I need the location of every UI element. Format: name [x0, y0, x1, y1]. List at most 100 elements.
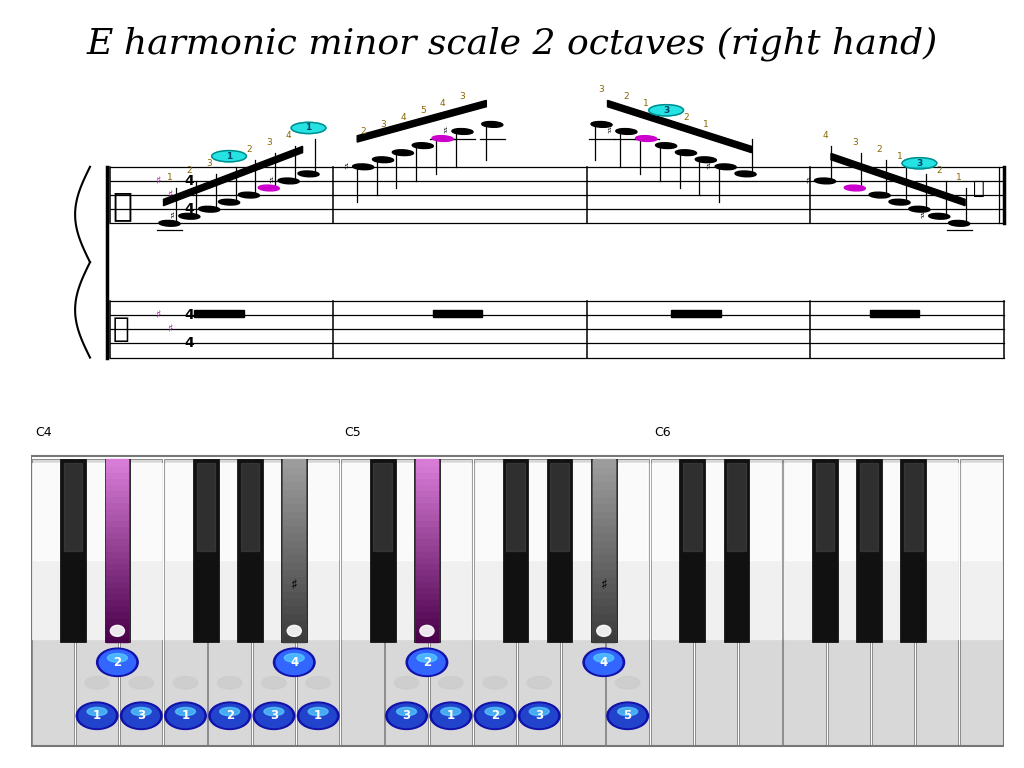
Polygon shape: [784, 462, 825, 639]
Polygon shape: [416, 508, 438, 514]
Text: 4: 4: [440, 99, 445, 108]
Polygon shape: [831, 154, 965, 206]
Polygon shape: [284, 627, 305, 634]
Ellipse shape: [386, 702, 427, 730]
Polygon shape: [593, 605, 614, 613]
Polygon shape: [197, 462, 215, 551]
Polygon shape: [593, 547, 614, 554]
Ellipse shape: [617, 707, 638, 716]
Polygon shape: [416, 538, 438, 545]
Ellipse shape: [407, 648, 447, 677]
Polygon shape: [106, 593, 128, 599]
Text: 1: 1: [167, 173, 172, 182]
Bar: [104, 459, 130, 642]
Bar: [827, 459, 870, 746]
Polygon shape: [106, 496, 128, 502]
Ellipse shape: [586, 650, 622, 674]
Text: E harmonic minor scale 2 octaves (right hand): E harmonic minor scale 2 octaves (right …: [86, 27, 938, 61]
Bar: [724, 459, 750, 642]
Ellipse shape: [609, 704, 646, 727]
Text: 5: 5: [624, 710, 632, 722]
Text: 5: 5: [420, 106, 426, 114]
Polygon shape: [563, 462, 604, 639]
Polygon shape: [284, 518, 305, 525]
Polygon shape: [106, 538, 128, 545]
Ellipse shape: [735, 171, 756, 177]
Polygon shape: [284, 540, 305, 547]
Bar: [370, 459, 395, 642]
Polygon shape: [785, 462, 824, 560]
Bar: [120, 459, 163, 746]
Polygon shape: [416, 551, 438, 557]
Ellipse shape: [413, 143, 433, 148]
Polygon shape: [872, 462, 913, 639]
Text: ♯: ♯: [706, 162, 711, 172]
Ellipse shape: [131, 707, 152, 716]
Polygon shape: [284, 598, 305, 605]
Polygon shape: [593, 591, 614, 598]
Bar: [606, 459, 649, 746]
Bar: [430, 459, 472, 746]
Ellipse shape: [388, 704, 425, 727]
Polygon shape: [106, 581, 128, 588]
Polygon shape: [828, 462, 869, 639]
Text: 1: 1: [226, 152, 232, 161]
Polygon shape: [121, 462, 162, 639]
Text: ♯: ♯: [167, 190, 172, 200]
Polygon shape: [416, 605, 438, 611]
Polygon shape: [593, 598, 614, 605]
Polygon shape: [962, 462, 1000, 560]
Polygon shape: [416, 459, 438, 465]
Polygon shape: [593, 482, 614, 488]
Text: 3: 3: [663, 106, 670, 114]
Polygon shape: [284, 613, 305, 620]
Polygon shape: [284, 511, 305, 518]
Text: ♯: ♯: [169, 211, 174, 221]
Polygon shape: [284, 561, 305, 569]
Polygon shape: [284, 591, 305, 598]
Text: ♯: ♯: [291, 578, 298, 592]
Text: 3: 3: [380, 120, 386, 129]
Polygon shape: [433, 310, 482, 317]
Text: 3: 3: [137, 710, 145, 722]
Polygon shape: [520, 462, 559, 560]
Polygon shape: [416, 617, 438, 624]
Polygon shape: [63, 462, 83, 551]
Text: 3: 3: [460, 91, 465, 101]
Ellipse shape: [420, 625, 434, 637]
Bar: [916, 459, 958, 746]
Text: 1: 1: [702, 120, 709, 129]
Text: 4: 4: [822, 131, 827, 140]
Ellipse shape: [167, 704, 204, 727]
Text: ♯: ♯: [442, 127, 447, 137]
Text: 2: 2: [114, 656, 122, 669]
Text: 3: 3: [206, 159, 212, 167]
Polygon shape: [416, 593, 438, 599]
Polygon shape: [416, 514, 438, 520]
Ellipse shape: [615, 128, 637, 134]
Polygon shape: [593, 554, 614, 561]
Ellipse shape: [258, 185, 280, 191]
Bar: [32, 459, 74, 746]
Ellipse shape: [477, 704, 513, 727]
Polygon shape: [106, 575, 128, 581]
Text: C6: C6: [654, 426, 671, 439]
Polygon shape: [550, 462, 569, 551]
Text: 1: 1: [643, 99, 649, 108]
Polygon shape: [593, 474, 614, 482]
Ellipse shape: [264, 707, 284, 716]
Polygon shape: [284, 569, 305, 576]
Bar: [60, 459, 86, 642]
Polygon shape: [33, 462, 73, 639]
Ellipse shape: [869, 192, 890, 198]
Ellipse shape: [298, 171, 319, 177]
Ellipse shape: [179, 214, 200, 219]
Text: C4: C4: [35, 426, 52, 439]
Ellipse shape: [87, 707, 108, 716]
Text: 2: 2: [624, 91, 629, 101]
Text: 4: 4: [184, 202, 195, 217]
Bar: [253, 459, 295, 746]
Ellipse shape: [99, 650, 135, 674]
Polygon shape: [106, 484, 128, 490]
Ellipse shape: [123, 704, 160, 727]
